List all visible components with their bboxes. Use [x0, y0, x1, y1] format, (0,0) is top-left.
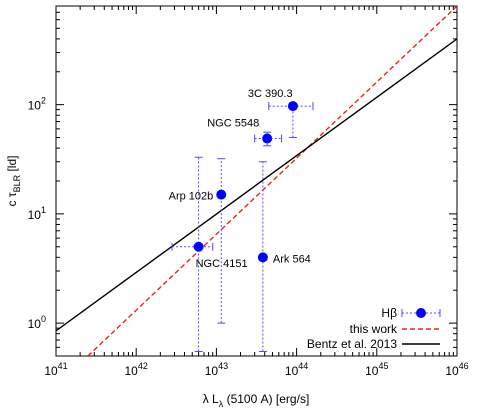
x-axis-title-main: λ L — [203, 392, 219, 406]
legend-label: Bentz et al. 2013 — [307, 337, 397, 351]
x-axis-title: λ Lλ (5100 A) [erg/s] — [203, 392, 310, 409]
y-axis-title-main: c τ — [5, 192, 19, 206]
y-tick-label: 101 — [28, 205, 46, 222]
x-tick-label: 1042 — [125, 361, 148, 378]
data-point — [262, 133, 273, 144]
data-point — [216, 189, 227, 200]
tick-marks — [55, 5, 458, 357]
legend-label: this work — [350, 322, 398, 336]
point-label: NGC 4151 — [196, 258, 248, 270]
x-tick-label: 1041 — [44, 361, 67, 378]
fit-line-bentz-2013 — [56, 38, 457, 332]
x-tick-label: 1046 — [445, 361, 468, 378]
y-tick-label: 102 — [28, 96, 46, 113]
data-points — [193, 101, 298, 263]
point-label: Ark 564 — [273, 253, 311, 265]
x-axis-title-rest: (5100 A) [erg/s] — [223, 392, 309, 406]
x-axis-title-sub: λ — [219, 399, 224, 409]
point-label: Arp 102b — [169, 191, 214, 203]
legend-point-sample — [416, 308, 426, 318]
legend-label: Hβ — [381, 306, 397, 320]
plot-frame — [55, 5, 458, 357]
data-point — [257, 252, 268, 263]
fit-lines — [56, 6, 457, 356]
y-tick-label: 100 — [28, 314, 46, 331]
point-labels: 3C 390.3 NGC 5548 Arp 102b NGC 4151 Ark 564 — [169, 88, 311, 270]
x-tick-label: 1044 — [285, 361, 308, 378]
data-point — [287, 101, 298, 112]
x-tick-label: 1045 — [365, 361, 388, 378]
y-axis-title-rest: [ld] — [5, 156, 19, 175]
y-axis-title-sub: BLR — [12, 174, 22, 192]
point-label: NGC 5548 — [207, 117, 259, 129]
point-label: 3C 390.3 — [248, 88, 293, 100]
x-tick-label: 1043 — [205, 361, 228, 378]
fit-line-this-work — [87, 6, 457, 356]
y-axis-title: c τBLR [ld] — [5, 156, 22, 207]
error-bars — [171, 102, 314, 352]
tick-labels: 1041 1042 1043 1044 1045 1046 100 101 102 — [28, 96, 469, 378]
data-point — [193, 241, 204, 252]
